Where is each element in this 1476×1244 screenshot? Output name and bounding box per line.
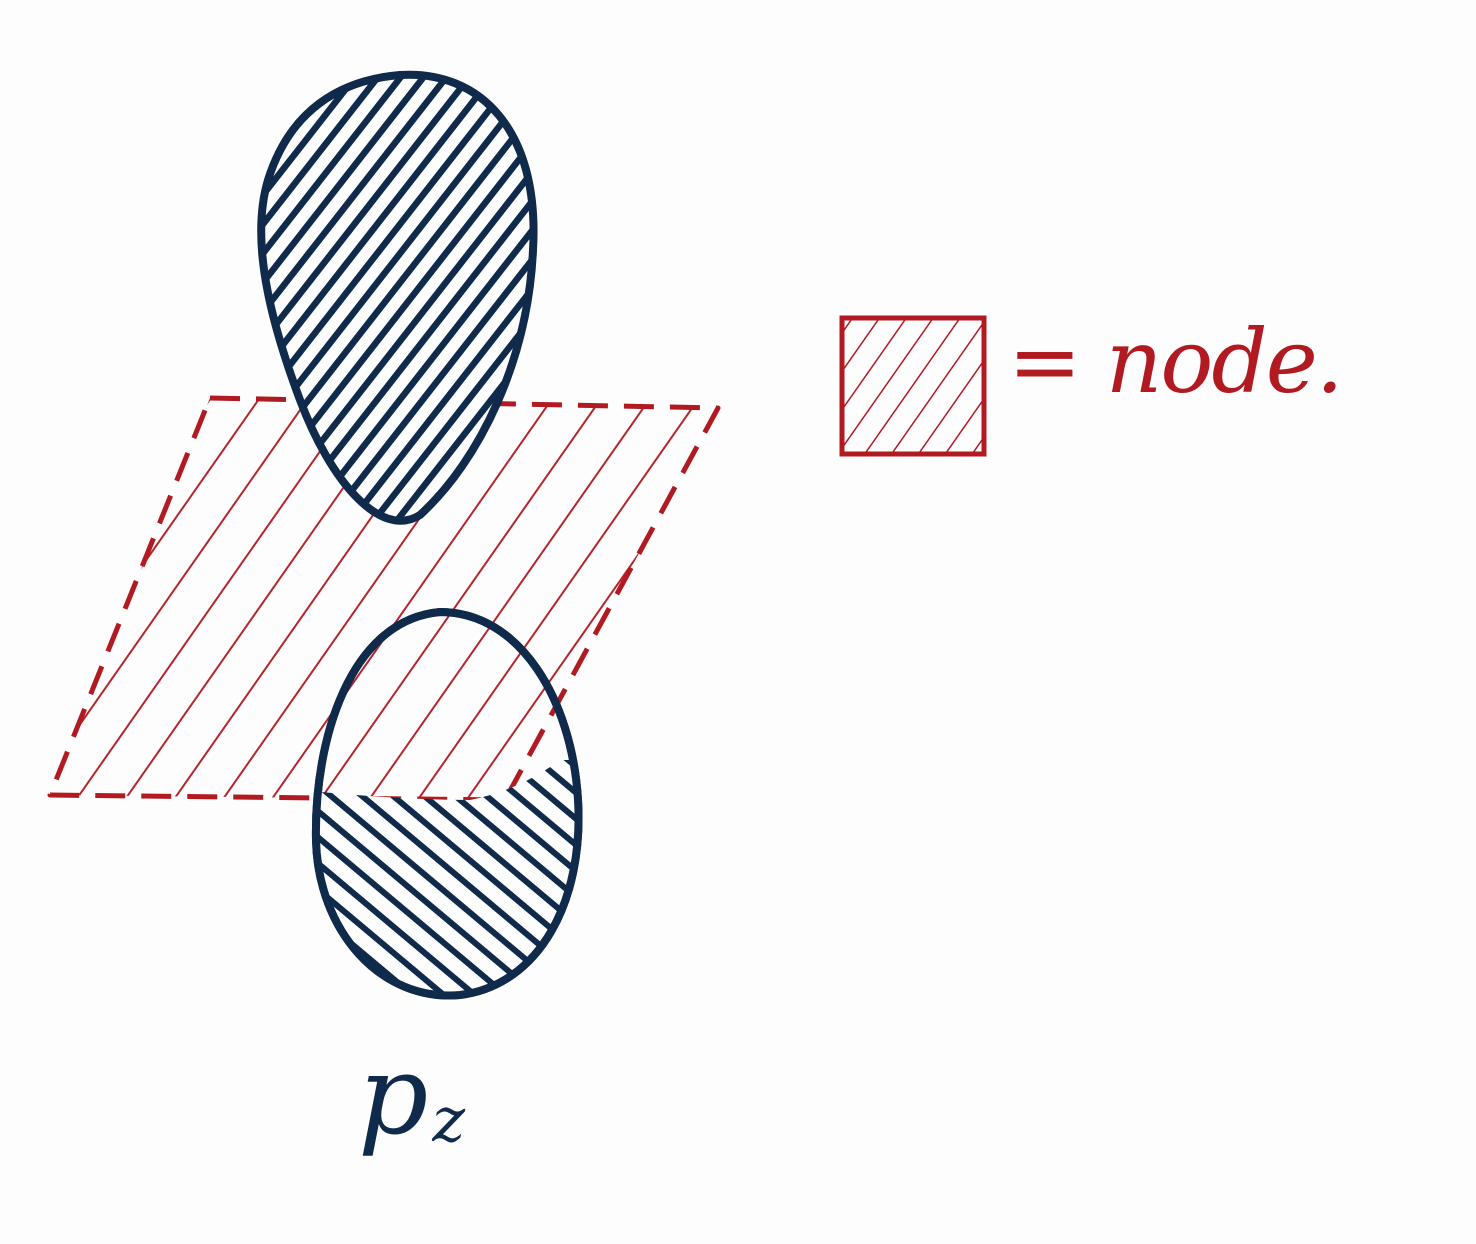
orbital-label: pz [358, 1040, 465, 1151]
orbital-symbol: p [358, 1031, 429, 1159]
legend-text: = node. [1008, 310, 1344, 413]
orbital-subscript: z [432, 1083, 466, 1156]
lower-lobe [311, 607, 583, 1000]
upper-lobe [257, 70, 538, 525]
legend-node-box [839, 315, 987, 457]
